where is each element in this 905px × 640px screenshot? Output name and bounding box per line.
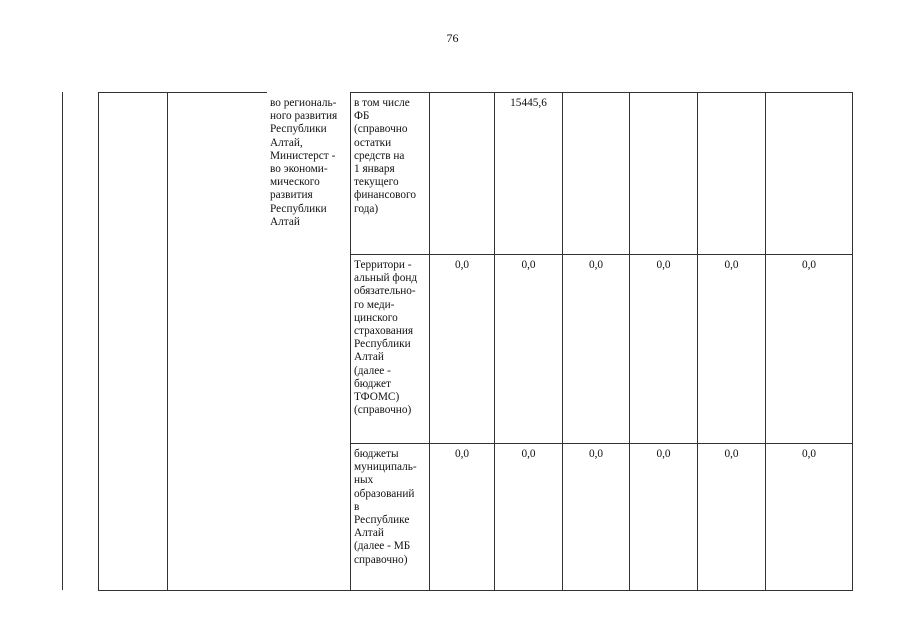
value-cell: 0,0 bbox=[588, 259, 604, 271]
column-divider bbox=[629, 92, 630, 591]
value-cell: 0,0 bbox=[724, 448, 739, 460]
value-cell: 0,0 bbox=[521, 259, 536, 271]
value-cell: 0,0 bbox=[588, 448, 604, 460]
row-divider bbox=[350, 443, 852, 444]
value-cell: 0,0 bbox=[656, 448, 671, 460]
value-cell: 0,0 bbox=[656, 259, 671, 271]
value-cell: 0,0 bbox=[521, 448, 536, 460]
value-cell: 0,0 bbox=[454, 448, 470, 460]
table-bottom-border bbox=[98, 590, 852, 591]
column-divider bbox=[852, 92, 853, 591]
column-divider bbox=[765, 92, 766, 591]
column-divider bbox=[494, 92, 495, 591]
column-divider bbox=[697, 92, 698, 591]
funding-source-cell: бюджеты муниципаль- ных образований в Ре… bbox=[354, 448, 417, 566]
row-divider bbox=[350, 254, 852, 255]
value-cell: 0,0 bbox=[724, 259, 739, 271]
value-cell: 0,0 bbox=[454, 259, 470, 271]
value-cell: 15445,6 bbox=[510, 97, 547, 109]
table-top-border-left bbox=[98, 92, 267, 93]
margin-line bbox=[62, 92, 63, 590]
column-divider bbox=[98, 92, 99, 591]
column-divider bbox=[350, 92, 351, 591]
column-divider bbox=[167, 92, 168, 591]
value-cell: 0,0 bbox=[801, 448, 817, 460]
page-number: 76 bbox=[446, 31, 459, 45]
column-divider bbox=[429, 92, 430, 591]
responsible-executor-cell: во региональ- ного развития Республики А… bbox=[270, 97, 338, 228]
funding-source-cell: в том числе ФБ (справочно остатки средст… bbox=[354, 97, 417, 215]
funding-source-cell: Территори - альный фонд обязательно- го … bbox=[354, 259, 418, 417]
table-top-border-right bbox=[350, 92, 852, 93]
value-cell: 0,0 bbox=[801, 259, 817, 271]
column-divider bbox=[562, 92, 563, 591]
